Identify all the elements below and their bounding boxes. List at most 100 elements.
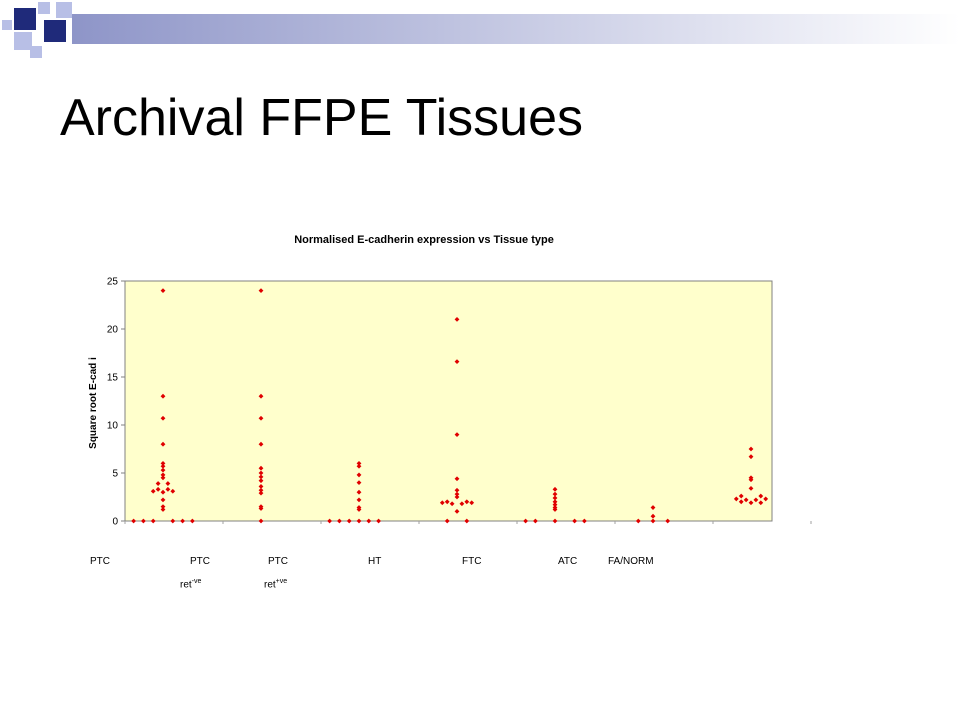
data-point (258, 484, 264, 489)
ret-status-sign: +ve (275, 578, 288, 585)
data-point (258, 465, 264, 471)
data-point (160, 463, 166, 469)
data-point (454, 432, 460, 437)
ret-status-base: ret (180, 579, 192, 591)
data-point (258, 478, 264, 484)
data-point (356, 497, 362, 503)
y-tick-label: 15 (107, 373, 119, 384)
data-point (170, 518, 176, 524)
y-axis-label: Square root E-cad i (88, 357, 99, 449)
data-point (758, 500, 764, 506)
data-point (165, 481, 171, 486)
data-point (464, 518, 470, 524)
data-point (552, 486, 558, 492)
data-point (337, 518, 342, 524)
data-point (258, 470, 264, 476)
data-point (665, 518, 671, 524)
data-point (748, 485, 754, 491)
data-point (346, 518, 352, 524)
data-point (439, 500, 445, 506)
slide-title: Archival FFPE Tissues (60, 89, 584, 147)
data-point (356, 518, 362, 524)
data-point (160, 507, 166, 512)
data-point (552, 499, 558, 505)
data-point (160, 504, 166, 509)
x-category-label: FTC (462, 556, 482, 567)
data-point (552, 502, 558, 508)
data-point (258, 474, 264, 480)
y-axis: 0 5 10 15 20 25 (107, 277, 125, 528)
x-category-label: ATC (558, 556, 578, 567)
y-tick-label: 10 (107, 421, 119, 432)
data-point (258, 415, 264, 421)
data-point (376, 518, 381, 524)
data-point (160, 497, 166, 503)
ret-status-base: ret (264, 579, 276, 591)
data-point (748, 500, 754, 506)
data-point (758, 493, 764, 499)
data-point (160, 475, 166, 481)
plot-area (124, 280, 773, 522)
data-point (454, 359, 460, 365)
data-point (258, 487, 264, 493)
data-point (160, 441, 166, 447)
data-point (160, 467, 166, 473)
data-point (258, 506, 264, 511)
data-point (356, 507, 362, 512)
deco-square-light-4 (30, 46, 42, 58)
data-point (327, 518, 332, 524)
data-point (356, 480, 362, 485)
data-point (454, 491, 460, 497)
x-axis (124, 521, 812, 524)
data-point (743, 497, 749, 503)
data-point (160, 288, 166, 293)
data-point (258, 393, 264, 399)
deco-square-dark-2 (44, 20, 66, 42)
ret-status-label: ret+ve (264, 578, 287, 590)
data-point (650, 505, 656, 510)
data-point (748, 454, 754, 460)
data-point (748, 446, 754, 452)
data-point (733, 496, 739, 502)
data-point (635, 518, 641, 524)
y-tick-label: 5 (112, 469, 118, 480)
data-point (469, 500, 475, 506)
data-point (454, 494, 460, 500)
data-point (258, 441, 264, 447)
data-point (141, 518, 146, 524)
data-point (763, 496, 769, 502)
data-point (738, 499, 744, 505)
data-point (738, 493, 744, 499)
data-point (165, 486, 171, 492)
deco-square-dark-1 (14, 8, 36, 30)
data-point (523, 518, 528, 524)
data-point (444, 499, 450, 505)
data-point (454, 476, 460, 482)
data-point (366, 518, 372, 524)
data-point (552, 507, 558, 512)
data-point (170, 488, 176, 494)
data-point (356, 489, 362, 495)
data-point (572, 518, 577, 524)
data-point (449, 501, 455, 507)
x-category-label: HT (368, 556, 382, 567)
data-point (459, 501, 465, 507)
data-point (150, 488, 156, 494)
ret-status-label: ret-ve (180, 578, 201, 590)
data-point (160, 393, 166, 399)
data-point (160, 461, 166, 466)
data-point (356, 463, 362, 469)
x-category-label: PTC (268, 556, 288, 567)
data-point (444, 518, 450, 524)
deco-square-light-2 (56, 2, 72, 18)
data-point (180, 518, 185, 524)
data-point (160, 489, 166, 495)
data-point (258, 490, 264, 496)
y-tick-label: 0 (112, 517, 118, 528)
deco-square-light-1 (38, 2, 50, 14)
y-tick-label: 25 (107, 277, 119, 288)
data-point (464, 499, 470, 505)
data-point (650, 513, 656, 519)
y-tick-label: 20 (107, 325, 119, 336)
